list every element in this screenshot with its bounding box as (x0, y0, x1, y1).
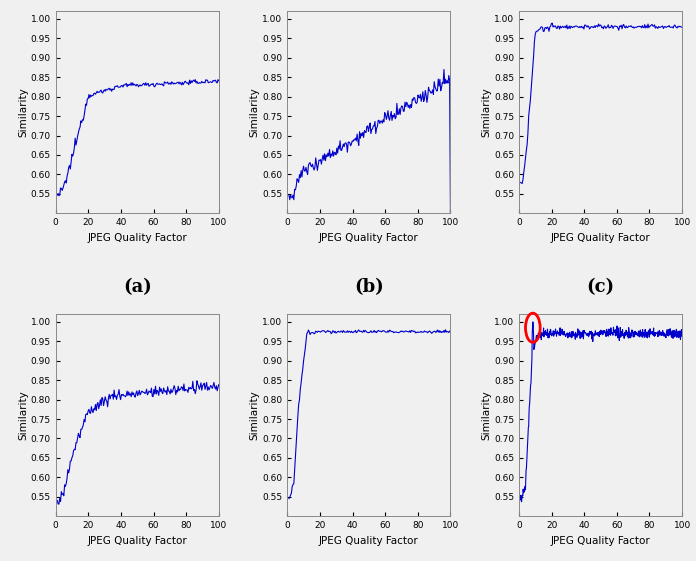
Text: (c): (c) (587, 278, 615, 296)
Y-axis label: Similarity: Similarity (481, 88, 491, 137)
Text: (b): (b) (354, 278, 383, 296)
Text: (a): (a) (123, 278, 152, 296)
X-axis label: JPEG Quality Factor: JPEG Quality Factor (88, 536, 187, 545)
Y-axis label: Similarity: Similarity (18, 390, 28, 440)
X-axis label: JPEG Quality Factor: JPEG Quality Factor (88, 233, 187, 242)
X-axis label: JPEG Quality Factor: JPEG Quality Factor (551, 536, 650, 545)
X-axis label: JPEG Quality Factor: JPEG Quality Factor (319, 233, 419, 242)
Y-axis label: Similarity: Similarity (250, 390, 260, 440)
X-axis label: JPEG Quality Factor: JPEG Quality Factor (319, 536, 419, 545)
Y-axis label: Similarity: Similarity (18, 88, 28, 137)
Y-axis label: Similarity: Similarity (250, 88, 260, 137)
X-axis label: JPEG Quality Factor: JPEG Quality Factor (551, 233, 650, 242)
Y-axis label: Similarity: Similarity (481, 390, 491, 440)
